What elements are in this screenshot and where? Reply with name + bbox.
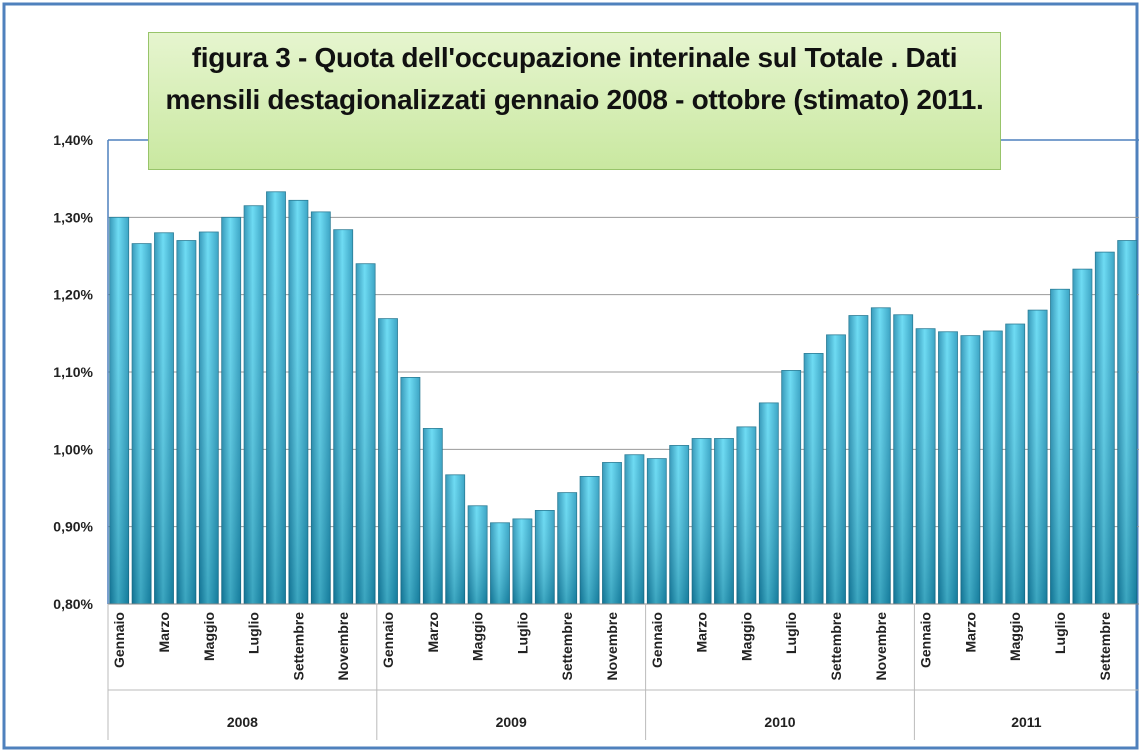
x-tick-label: Settembre [559, 612, 575, 681]
bar-shade [266, 191, 286, 604]
bar-shade [624, 454, 644, 604]
bar-shade [826, 334, 846, 604]
bar-shade [580, 476, 600, 604]
bar-shade [311, 211, 331, 605]
x-tick-label: Settembre [290, 612, 306, 681]
bar-shade [602, 462, 622, 604]
bar-shade [893, 314, 913, 604]
bar-shade [1072, 269, 1092, 604]
bar-shade [445, 474, 465, 604]
x-tick-label: Gennaio [918, 612, 934, 668]
bar-shade [244, 205, 264, 604]
bar-shade [490, 522, 510, 604]
x-tick-label: Novembre [873, 612, 889, 681]
x-tick-label: Gennaio [380, 612, 396, 668]
bar-shade [288, 200, 308, 604]
x-tick-label: Luglio [514, 612, 530, 654]
x-tick-label: Novembre [335, 612, 351, 681]
chart-title: figura 3 - Quota dell'occupazione interi… [148, 32, 1001, 170]
y-tick-label: 1,00% [53, 441, 93, 457]
x-tick-label: Marzo [156, 612, 172, 652]
bar-shade [132, 243, 152, 605]
bar-shade [400, 377, 420, 604]
bar-shade [333, 229, 353, 604]
bar-shade [669, 445, 689, 604]
bar-shade [109, 217, 129, 605]
bar-shade [759, 402, 779, 604]
year-label: 2008 [227, 714, 258, 730]
bar-shade [468, 505, 488, 604]
x-tick-label: Gennaio [649, 612, 665, 668]
bar-shade [1117, 240, 1137, 605]
y-tick-label: 1,20% [53, 287, 93, 303]
bar-shade [512, 518, 532, 604]
x-tick-label: Luglio [1052, 612, 1068, 654]
year-label: 2009 [496, 714, 527, 730]
x-tick-label: Maggio [470, 612, 486, 661]
y-tick-label: 1,30% [53, 209, 93, 225]
bar-shade [938, 331, 958, 604]
y-tick-label: 1,10% [53, 364, 93, 380]
bar-shade [221, 217, 241, 605]
x-tick-label: Settembre [828, 612, 844, 681]
x-tick-label: Luglio [246, 612, 262, 654]
year-label: 2010 [764, 714, 795, 730]
x-tick-label: Maggio [1007, 612, 1023, 661]
y-tick-label: 1,40% [53, 132, 93, 148]
x-tick-label: Luglio [783, 612, 799, 654]
bar-shade [1028, 310, 1048, 604]
bar-shade [714, 438, 734, 604]
x-tick-label: Gennaio [111, 612, 127, 668]
bar-shade [871, 307, 891, 604]
bar-shade [960, 335, 980, 604]
bar-shade [804, 353, 824, 604]
x-tick-label: Marzo [694, 612, 710, 652]
bar-shade [378, 318, 398, 604]
year-label: 2011 [1011, 714, 1042, 730]
x-tick-label: Novembre [604, 612, 620, 681]
bar-shade [557, 492, 577, 604]
bar-shade [736, 426, 756, 604]
bar-shade [692, 438, 712, 604]
x-tick-label: Maggio [201, 612, 217, 661]
bar-shade [983, 331, 1003, 604]
bar-shade [535, 510, 555, 604]
bar-shade [1005, 324, 1025, 604]
x-tick-label: Settembre [1097, 612, 1113, 681]
x-tick-label: Marzo [962, 612, 978, 652]
bar-shade [199, 232, 219, 604]
bar-shade [781, 370, 801, 604]
bar-shade [1050, 289, 1070, 604]
bar-shade [423, 428, 443, 604]
x-tick-label: Marzo [425, 612, 441, 652]
bar-shade [1095, 252, 1115, 604]
bar-shade [356, 263, 376, 604]
bar-shade [176, 240, 196, 605]
bar-shade [647, 458, 667, 604]
y-tick-label: 0,90% [53, 519, 93, 535]
x-tick-label: Maggio [738, 612, 754, 661]
y-tick-label: 0,80% [53, 596, 93, 612]
bar-shade [916, 328, 936, 604]
bar-shade [848, 315, 868, 604]
bar-shade [154, 232, 174, 605]
